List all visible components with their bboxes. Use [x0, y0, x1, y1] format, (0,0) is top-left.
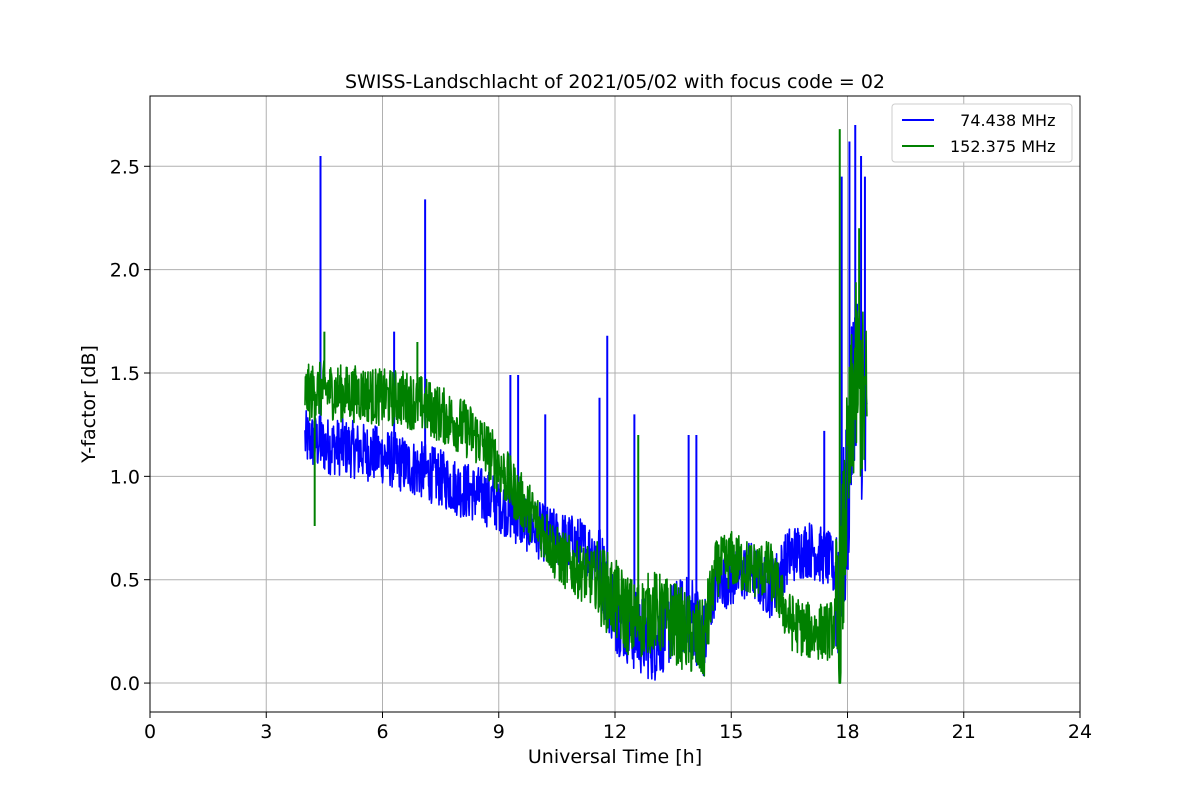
x-tick-label: 12	[603, 721, 627, 743]
series-line-152-mhz	[304, 281, 868, 684]
legend-box	[891, 103, 1073, 163]
x-tick-label: 24	[1068, 721, 1092, 743]
y-tick-label: 0.0	[110, 673, 140, 695]
y-tick-label: 2.5	[110, 156, 140, 178]
y-tick-label: 1.5	[110, 363, 140, 385]
chart-title: SWISS-Landschlacht of 2021/05/02 with fo…	[345, 71, 885, 93]
y-tick-label: 0.5	[110, 570, 140, 592]
legend-label-74-mhz: 74.438 MHz	[950, 111, 1055, 130]
x-tick-label: 6	[376, 721, 388, 743]
x-tick-label: 3	[260, 721, 272, 743]
x-tick-label: 0	[144, 721, 156, 743]
axis-ticks: 0 3 6 9 12 15 18 21 24 0.0 0.5 1.0 1.5 2.0 2.5	[110, 156, 1092, 743]
legend-label-152-mhz: 152.375 MHz	[950, 137, 1055, 156]
plot-data	[304, 124, 868, 684]
y-axis-title: Y-factor [dB]	[78, 345, 100, 464]
legend: 74.438 MHz 152.375 MHz	[891, 103, 1073, 163]
y-tick-label: 2.0	[110, 260, 140, 282]
x-tick-label: 15	[719, 721, 743, 743]
x-axis-title: Universal Time [h]	[528, 746, 702, 768]
x-tick-label: 21	[952, 721, 976, 743]
y-tick-label: 1.0	[110, 466, 140, 488]
x-tick-label: 18	[835, 721, 859, 743]
x-tick-label: 9	[493, 721, 505, 743]
